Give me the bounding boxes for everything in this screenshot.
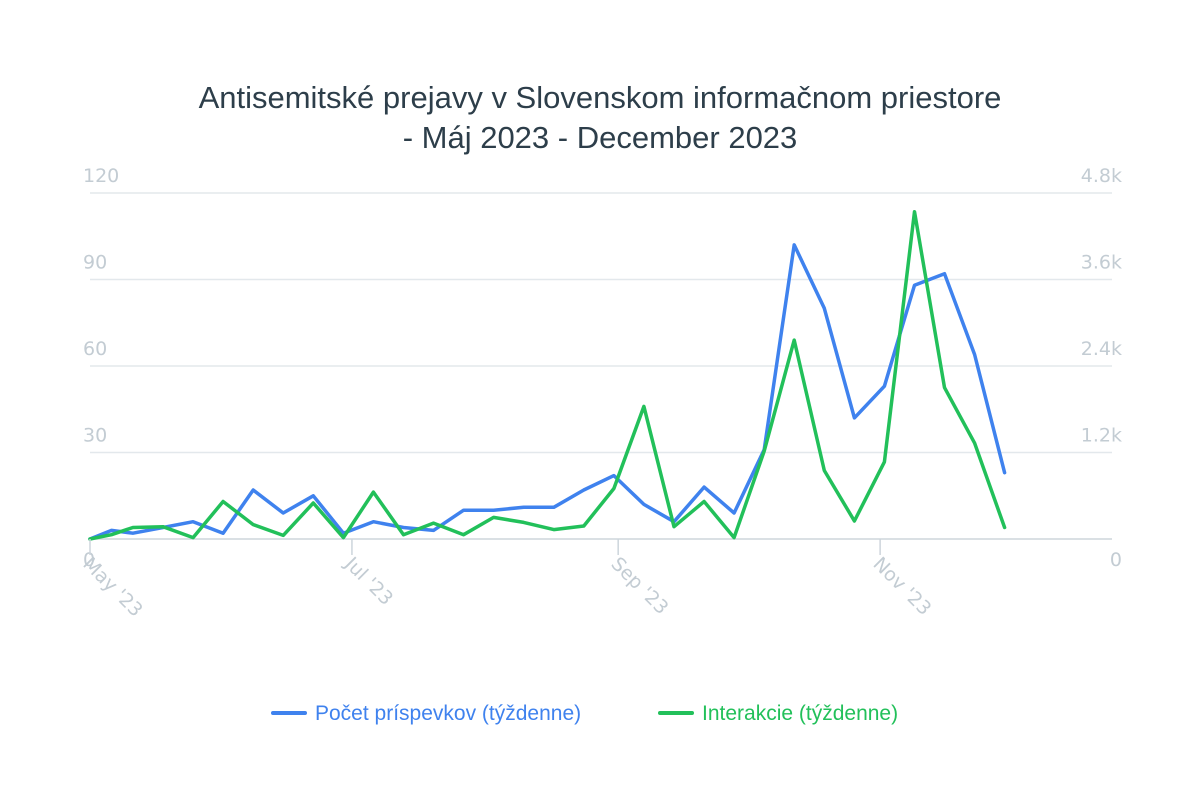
series-line-1 [88,243,1007,541]
y-left-tick-label: 0 [83,549,95,571]
y-left-tick-label: 60 [83,338,107,360]
x-tick-label: May '23 [78,553,146,621]
x-tick-label: Nov '23 [869,553,936,620]
y-axis-right-ticks: 0 1.2k 2.4k 3.6k 4.8k [1081,165,1122,571]
y-left-tick-label: 30 [83,425,107,447]
y-right-tick-label: 4.8k [1081,165,1122,187]
legend-label-2: Interakcie (týždenne) [702,702,898,725]
x-axis-ticks: May '23 Jul '23 Sep '23 Nov '23 [78,539,935,621]
x-tick-label: Jul '23 [340,552,398,610]
chart-title-line-2: - Máj 2023 - December 2023 [403,120,798,155]
legend: Počet príspevkov (týždenne) Interakcie (t… [271,702,898,725]
series-line-2 [88,209,1007,541]
series-lines [88,209,1007,541]
y-right-tick-label: 3.6k [1081,252,1122,274]
y-right-tick-label: 1.2k [1081,425,1122,447]
y-left-tick-label: 90 [83,252,107,274]
chart-title-line-1: Antisemitské prejavy v Slovenskom inform… [199,80,1002,115]
y-right-tick-label: 2.4k [1081,338,1122,360]
y-left-tick-label: 120 [83,165,119,187]
legend-label-1: Počet príspevkov (týždenne) [315,702,581,725]
x-tick-label: Sep '23 [607,553,673,619]
y-axis-left-ticks: 0 30 60 90 120 [83,165,119,571]
y-right-tick-label: 0 [1110,549,1122,571]
